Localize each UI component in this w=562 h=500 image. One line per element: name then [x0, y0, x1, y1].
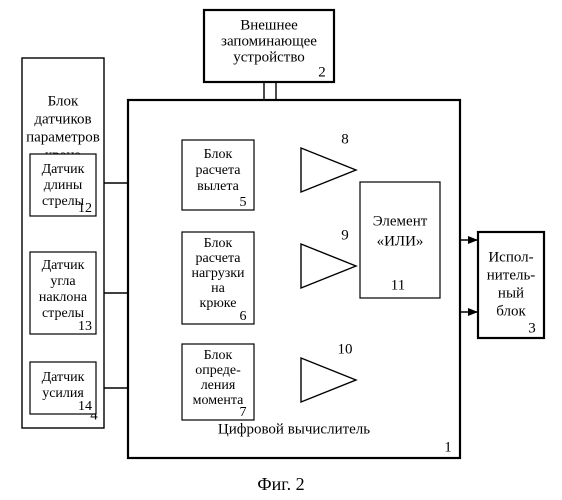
block-number: 2: [318, 64, 326, 80]
block-n5: Блокрасчетавылета5: [182, 140, 254, 210]
block-number: 7: [240, 405, 247, 420]
block-label: нитель-: [487, 267, 536, 283]
block-label: наклона: [39, 290, 88, 305]
block-label: Датчик: [42, 258, 85, 273]
block-number: 14: [78, 399, 92, 414]
block-label: ления: [201, 378, 236, 393]
triangle-number: 9: [341, 227, 349, 243]
block-n3: Испол-нитель-ный блок3: [478, 232, 544, 338]
block-label: Блок: [48, 93, 79, 109]
block-label: Цифровой вычислитель: [218, 421, 370, 437]
block-label: на: [211, 281, 225, 296]
block-n2: Внешнеезапоминающееустройство 2: [204, 10, 334, 82]
block-label: блок: [496, 303, 526, 319]
block-label: Испол-: [488, 249, 533, 265]
block-label: Внешнее: [240, 17, 298, 33]
block-label: Блок: [204, 147, 233, 162]
block-label: ный: [498, 285, 524, 301]
block-n11: Элемент «ИЛИ» 11: [360, 182, 440, 298]
block-label: опреде-: [195, 363, 241, 378]
block-number: 12: [78, 201, 92, 216]
block-number: 1: [444, 439, 452, 455]
block-number: 3: [528, 320, 536, 336]
triangle-number: 10: [338, 341, 353, 357]
block-label: момента: [193, 393, 244, 408]
block-label: расчета: [196, 251, 242, 266]
block-n7: Блокопреде-лениямомента7: [182, 344, 254, 420]
block-n6: Блокрасчетанагрузкинакрюке6: [182, 232, 254, 324]
block-label: длины: [44, 178, 83, 193]
block-label: параметров: [26, 129, 100, 145]
block-label: расчета: [196, 163, 242, 178]
block-number: 5: [240, 195, 247, 210]
block-number: 13: [78, 319, 92, 334]
block-number: 11: [391, 277, 405, 293]
block-label: «ИЛИ»: [377, 233, 424, 249]
block-label: вылета: [197, 179, 240, 194]
block-label: Датчик: [42, 162, 85, 177]
block-label: Датчик: [42, 370, 85, 385]
block-n12: Датчикдлиныстрелы12: [30, 154, 96, 216]
block-label: датчиков: [34, 111, 91, 127]
block-number: 6: [240, 309, 247, 324]
block-n14: Датчикусилия14: [30, 362, 96, 414]
block-label: нагрузки: [191, 266, 245, 281]
block-n13: Датчикугланаклонастрелы13: [30, 252, 96, 334]
block-label: крюке: [200, 296, 237, 311]
figure-caption: Фиг. 2: [257, 474, 304, 494]
block-label: устройство: [233, 49, 305, 65]
block-label: запоминающее: [221, 33, 317, 49]
block-label: Блок: [204, 236, 233, 251]
triangle-number: 8: [341, 131, 349, 147]
block-label: Элемент: [373, 213, 428, 229]
block-label: Блок: [204, 348, 233, 363]
block-label: угла: [50, 274, 76, 289]
